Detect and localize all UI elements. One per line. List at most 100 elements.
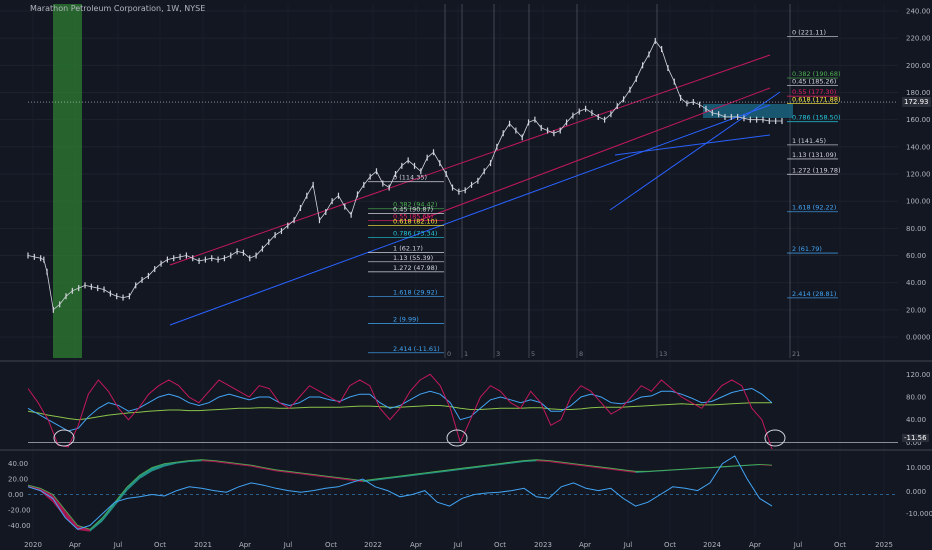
- osc2-cloud-segment: [474, 465, 487, 469]
- price-tick-label: 240.00: [906, 8, 931, 16]
- time-cycle-label: 21: [792, 350, 800, 358]
- price-tick-label: 200.00: [906, 62, 931, 70]
- osc1-green-line: [27, 402, 772, 421]
- time-tick-label: Apr: [579, 541, 591, 549]
- time-tick-label: 2022: [364, 541, 382, 549]
- osc1-tick-label: 40.00: [906, 416, 926, 424]
- time-axis: 2020 Apr Jul Oct 2021 Apr Jul Oct 2022 Apr Jul Oct 2…: [24, 541, 893, 549]
- time-tick-label: Jul: [793, 541, 803, 549]
- price-tick-label: 140.00: [906, 143, 931, 151]
- price-tick-label: 60.00: [906, 252, 926, 260]
- time-cycle-label: 5: [531, 350, 535, 358]
- osc2-left-tick-label: -40.00: [8, 522, 31, 530]
- time-tick-label: Apr: [239, 541, 251, 549]
- mid-red-line: [419, 87, 771, 221]
- fib-level-label: 2.414 (-11.61): [393, 345, 440, 353]
- fib-level-label: 0.55 (177.30): [792, 88, 836, 96]
- fib-level-label: 1.272 (119.78): [792, 166, 841, 174]
- osc2-cloud-segment: [139, 467, 152, 480]
- fib-level-label: 1.272 (47.98): [393, 264, 437, 272]
- price-tick-label: 80.00: [906, 225, 926, 233]
- time-cycle-label: 0: [447, 350, 451, 358]
- time-tick-label: Oct: [494, 541, 506, 549]
- price-tick-label: 160.00: [906, 116, 931, 124]
- fib-level-label: 0 (221.11): [792, 29, 826, 37]
- osc2-cloud-segment: [77, 525, 90, 532]
- highlight-circle: [764, 429, 786, 447]
- lower-channel-line: [169, 104, 771, 326]
- price-line: [27, 40, 782, 311]
- price-tick-label: 100.00: [906, 198, 931, 206]
- osc2-cloud-segment: [102, 502, 115, 522]
- upper-channel-line: [169, 54, 771, 266]
- fib-level-label: 1.13 (131.09): [792, 151, 836, 159]
- osc2-cloud-segment: [65, 509, 78, 531]
- fibonacci-levels: 0 (114.35)0.382 (94.42)0.45 (90.87)0.55 …: [368, 29, 841, 354]
- osc1-tick-label: 80.00: [906, 394, 926, 402]
- short-blue-line: [609, 91, 781, 211]
- fib-level-label: 1.13 (55.39): [393, 254, 433, 262]
- trendlines: [169, 54, 781, 326]
- time-tick-label: Apr: [69, 541, 81, 549]
- time-tick-label: Apr: [749, 541, 761, 549]
- time-tick-label: Jul: [283, 541, 293, 549]
- fib-level-label: 1 (141.45): [792, 137, 826, 145]
- fib-level-label: 0.618 (82.10): [393, 217, 437, 225]
- fib-level-label: 1 (62.17): [393, 245, 423, 253]
- osc1-tick-label: 0.00: [906, 439, 922, 447]
- osc1-blue-line: [27, 387, 773, 432]
- time-tick-label: 2020: [24, 541, 42, 549]
- fib-level-label: 0.45 (90.87): [393, 206, 433, 214]
- time-tick-label: Apr: [410, 541, 422, 549]
- fib-level-label: 0.45 (185.26): [792, 77, 836, 85]
- support-zone-box: [703, 104, 793, 118]
- osc2-right-tick-label: 0.000: [906, 488, 926, 496]
- fib-level-label: 1.618 (29.92): [393, 288, 437, 296]
- fib-level-label: 0.55 (85.65): [393, 213, 433, 221]
- osc2-cloud-segment: [586, 465, 599, 469]
- osc2-cloud-segment: [499, 462, 512, 466]
- fib-level-label: 0.618 (171.88): [792, 96, 841, 104]
- osc1-red-line: [27, 373, 773, 450]
- fib-level-label: 2 (61.79): [792, 245, 822, 253]
- oscillator-value-label: -11.56: [902, 434, 929, 442]
- time-tick-label: 2024: [703, 541, 721, 549]
- current-price-label: 172.93: [902, 97, 931, 107]
- fib-level-label: 2.414 (28.81): [792, 290, 836, 298]
- time-tick-label: Oct: [664, 541, 676, 549]
- time-cycle-label: 8: [579, 350, 583, 358]
- oscillator-2-pane: 40.00 20.00 0.00 -20.00 -40.00 10.000 0.000 -10…: [8, 455, 932, 532]
- fib-level-label: 0 (114.35): [393, 174, 427, 182]
- osc2-cloud-segment: [164, 462, 177, 467]
- fib-level-label: 1.618 (92.22): [792, 204, 836, 212]
- price-tick-label: 220.00: [906, 35, 931, 43]
- time-tick-label: 2025: [875, 541, 893, 549]
- price-tick-label: 20.00: [906, 306, 926, 314]
- time-cycles: 0 1 3 5 8 13 21: [444, 4, 800, 358]
- highlight-circle: [446, 429, 468, 447]
- lower-blue-line: [614, 134, 771, 156]
- osc2-cloud-segment: [90, 517, 103, 532]
- price-axis: 240.00 220.00 200.00 180.00 160.00 140.00 120.…: [906, 8, 931, 342]
- price-tick-label: 180.00: [906, 89, 931, 97]
- fib-level-label: 0.786 (73.34): [393, 229, 437, 237]
- highlight-circle: [53, 429, 75, 447]
- osc2-cloud-segment: [152, 463, 165, 472]
- osc2-left-tick-label: 20.00: [8, 476, 28, 484]
- fib-level-label: 0.382 (94.42): [393, 201, 437, 209]
- osc2-cloud-segment: [40, 488, 53, 503]
- time-tick-label: Oct: [325, 541, 337, 549]
- time-cycle-label: 3: [496, 350, 500, 358]
- time-tick-label: Oct: [834, 541, 846, 549]
- time-tick-label: Oct: [154, 541, 166, 549]
- chart-title: Marathon Petroleum Corporation, 1W, NYSE: [30, 4, 206, 13]
- osc2-cloud-segment: [635, 471, 648, 473]
- osc2-left-tick-label: 0.00: [8, 491, 24, 499]
- time-tick-label: 2021: [194, 541, 212, 549]
- time-tick-label: Jul: [453, 541, 463, 549]
- price-tick-label: 0.0000: [906, 334, 931, 342]
- time-tick-label: Jul: [113, 541, 123, 549]
- fib-level-label: 2 (9.99): [393, 315, 419, 323]
